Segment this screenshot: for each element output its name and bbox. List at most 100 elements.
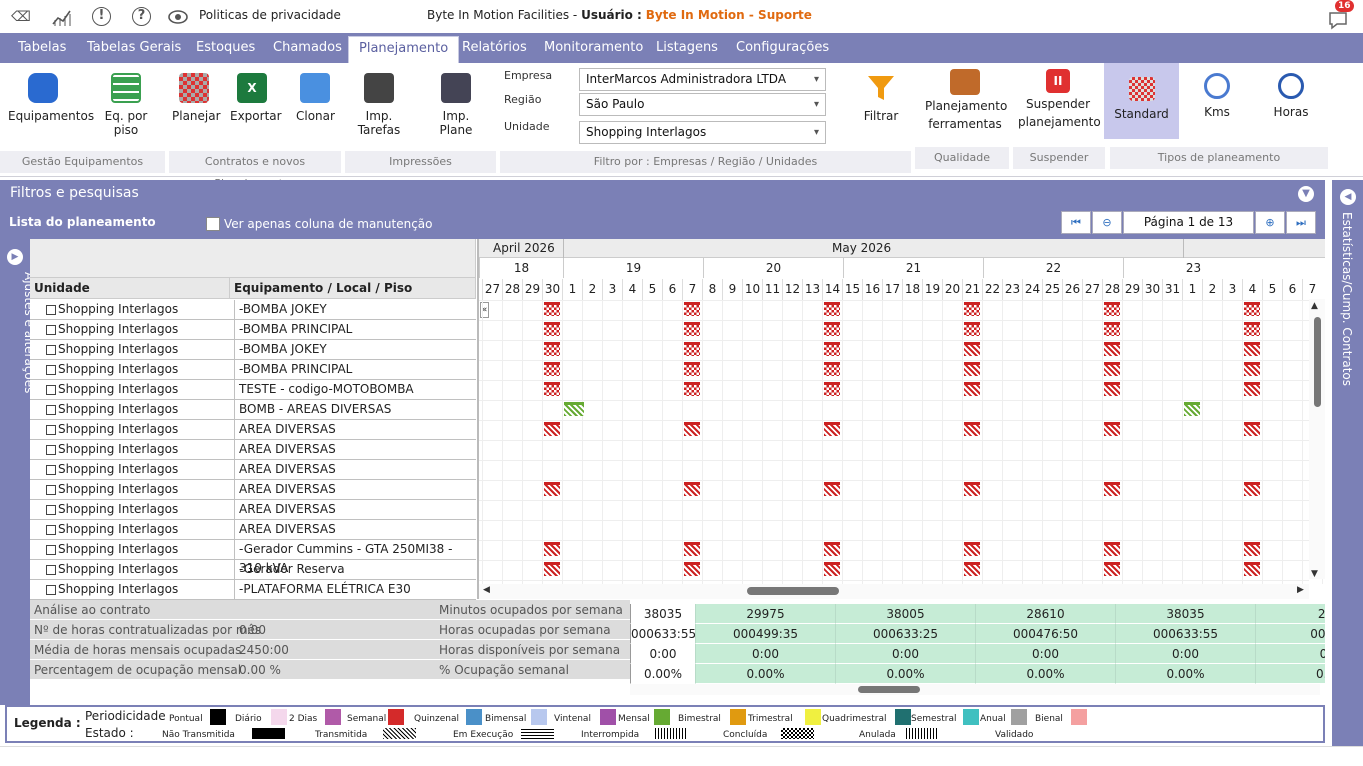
- plan-mark[interactable]: [964, 482, 980, 496]
- chevron-down-icon[interactable]: ▼: [1298, 186, 1314, 202]
- plan-mark[interactable]: [544, 542, 560, 556]
- plan-mark[interactable]: [544, 302, 560, 316]
- plan-mark[interactable]: [964, 542, 980, 556]
- planejar-button[interactable]: Planejar: [172, 73, 221, 123]
- last-page-button[interactable]: ⏭: [1286, 211, 1316, 234]
- plan-mark[interactable]: [824, 342, 840, 356]
- help-icon[interactable]: ?: [132, 7, 151, 26]
- plan-mark[interactable]: [964, 302, 980, 316]
- regiao-select[interactable]: São Paulo ▾: [579, 93, 826, 116]
- maint-checkbox[interactable]: [206, 217, 220, 231]
- table-row[interactable]: Shopping Interlagos AREA DIVERSAS: [30, 460, 476, 480]
- scroll-right-icon[interactable]: ▶: [1297, 585, 1304, 595]
- h-scroll-thumb[interactable]: [747, 587, 839, 595]
- plan-mark[interactable]: [544, 382, 560, 396]
- stats-scrollbar[interactable]: [630, 684, 1320, 695]
- plan-mark[interactable]: [1104, 362, 1120, 376]
- plan-mark[interactable]: [964, 362, 980, 376]
- table-row[interactable]: Shopping Interlagos -BOMBA PRINCIPAL: [30, 320, 476, 340]
- plan-mark[interactable]: [544, 322, 560, 336]
- eye-icon[interactable]: [167, 6, 189, 28]
- plan-mark[interactable]: [1244, 482, 1260, 496]
- table-row[interactable]: Shopping Interlagos -BOMBA JOKEY: [30, 340, 476, 360]
- plan-mark[interactable]: [1244, 302, 1260, 316]
- plan-mark[interactable]: [1244, 542, 1260, 556]
- plan-mark[interactable]: [684, 382, 700, 396]
- plan-mark[interactable]: [964, 422, 980, 436]
- menu-estoques[interactable]: Estoques: [196, 40, 256, 55]
- equipamentos-button[interactable]: Equipamentos: [8, 73, 94, 123]
- standard-button[interactable]: Standard: [1104, 63, 1179, 139]
- chart-icon[interactable]: [51, 6, 73, 28]
- plan-mark[interactable]: [964, 342, 980, 356]
- plan-mark[interactable]: [684, 322, 700, 336]
- plan-mark[interactable]: [544, 562, 560, 576]
- menu-tabelas-gerais[interactable]: Tabelas Gerais: [87, 40, 182, 55]
- plan-mark[interactable]: [824, 362, 840, 376]
- col-equipamento[interactable]: Equipamento / Local / Piso: [230, 278, 476, 299]
- planejamento-ferramentas-button[interactable]: Planejamento ferramentas: [925, 69, 1007, 133]
- plan-mark[interactable]: [964, 322, 980, 336]
- table-row[interactable]: Shopping Interlagos AREA DIVERSAS: [30, 440, 476, 460]
- plan-mark[interactable]: [1104, 482, 1120, 496]
- collapse-left-icon[interactable]: «: [480, 302, 489, 318]
- table-row[interactable]: Shopping Interlagos AREA DIVERSAS: [30, 520, 476, 540]
- messages-icon[interactable]: 16: [1328, 0, 1354, 30]
- plan-mark[interactable]: [684, 562, 700, 576]
- plan-mark[interactable]: [964, 382, 980, 396]
- first-page-button[interactable]: ⏮: [1061, 211, 1091, 234]
- plan-mark[interactable]: [684, 482, 700, 496]
- table-row[interactable]: Shopping Interlagos BOMB - AREAS DIVERSAS: [30, 400, 476, 420]
- col-unidade[interactable]: Unidade: [30, 278, 230, 299]
- table-row[interactable]: Shopping Interlagos TESTE - codigo-MOTOBO…: [30, 380, 476, 400]
- empresa-select[interactable]: InterMarcos Administradora LTDA ▾: [579, 68, 826, 91]
- chevron-right-icon[interactable]: ▶: [7, 249, 23, 265]
- unidade-select[interactable]: Shopping Interlagos ▾: [579, 121, 826, 144]
- menu-tabelas[interactable]: Tabelas: [18, 40, 67, 55]
- chevron-left-icon[interactable]: ◀: [1340, 189, 1356, 205]
- filters-header[interactable]: Filtros e pesquisas ▼: [0, 180, 1325, 207]
- filtrar-button[interactable]: Filtrar: [860, 73, 902, 123]
- plan-mark[interactable]: [684, 362, 700, 376]
- plan-mark[interactable]: [1244, 322, 1260, 336]
- h-scrollbar[interactable]: ◀ ▶: [479, 584, 1309, 599]
- plan-mark[interactable]: [1244, 342, 1260, 356]
- exportar-button[interactable]: X Exportar: [230, 73, 282, 123]
- scroll-down-icon[interactable]: ▼: [1311, 569, 1318, 579]
- plan-mark[interactable]: [824, 382, 840, 396]
- suspender-planejamento-button[interactable]: II Suspender planejamento: [1018, 69, 1101, 131]
- plan-mark[interactable]: [1104, 302, 1120, 316]
- plan-mark[interactable]: [824, 302, 840, 316]
- table-row[interactable]: Shopping Interlagos -PLATAFORMA ELÉTRICA …: [30, 580, 476, 600]
- menu-relatorios[interactable]: Relatórios: [462, 40, 527, 55]
- table-row[interactable]: Shopping Interlagos AREA DIVERSAS: [30, 480, 476, 500]
- plan-mark[interactable]: [544, 422, 560, 436]
- left-sidebar[interactable]: ▶ Ajustes e alterações: [0, 207, 36, 705]
- table-row[interactable]: Shopping Interlagos AREA DIVERSAS: [30, 500, 476, 520]
- v-scrollbar[interactable]: ▲ ▼: [1309, 299, 1325, 579]
- kms-button[interactable]: Kms: [1198, 73, 1236, 119]
- table-row[interactable]: Shopping Interlagos -BOMBA PRINCIPAL: [30, 360, 476, 380]
- plan-mark[interactable]: [1104, 382, 1120, 396]
- plan-mark[interactable]: [684, 342, 700, 356]
- plan-mark[interactable]: [684, 422, 700, 436]
- menu-chamados[interactable]: Chamados: [273, 40, 342, 55]
- menu-configuracoes[interactable]: Configurações: [736, 40, 830, 55]
- next-page-button[interactable]: ⊕: [1255, 211, 1285, 234]
- plan-mark[interactable]: [544, 342, 560, 356]
- plan-mark[interactable]: [1104, 342, 1120, 356]
- plan-mark[interactable]: [824, 482, 840, 496]
- scroll-left-icon[interactable]: ◀: [483, 585, 490, 595]
- plan-mark[interactable]: [1104, 422, 1120, 436]
- plan-mark[interactable]: [824, 322, 840, 336]
- plan-mark[interactable]: [1104, 562, 1120, 576]
- clonar-button[interactable]: Clonar: [296, 73, 335, 123]
- plan-mark[interactable]: [684, 302, 700, 316]
- plan-mark[interactable]: [1244, 422, 1260, 436]
- table-row[interactable]: Shopping Interlagos -BOMBA JOKEY: [30, 300, 476, 320]
- v-scroll-thumb[interactable]: [1314, 317, 1321, 407]
- plan-mark[interactable]: [1244, 382, 1260, 396]
- right-sidebar[interactable]: ◀ Estatísticas/Cump. Contratos: [1332, 180, 1363, 746]
- prev-page-button[interactable]: ⊖: [1092, 211, 1122, 234]
- menu-planejamento[interactable]: Planejamento: [348, 36, 460, 63]
